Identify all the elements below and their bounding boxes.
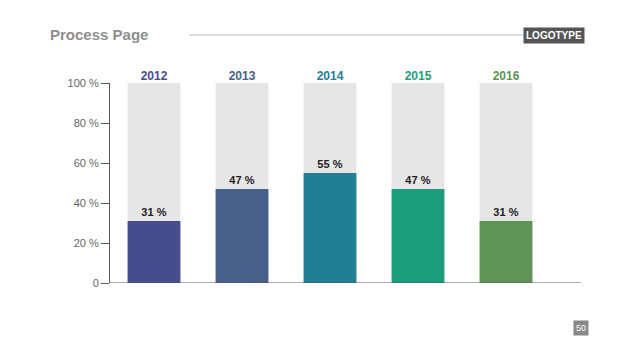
svg-text:50: 50 [576, 323, 586, 333]
svg-text:2014: 2014 [317, 69, 344, 83]
svg-text:80 %: 80 % [74, 117, 99, 129]
svg-text:2015: 2015 [405, 69, 432, 83]
svg-text:55 %: 55 % [317, 158, 342, 170]
svg-text:100 %: 100 % [68, 77, 99, 89]
svg-text:2016: 2016 [493, 69, 520, 83]
svg-text:2012: 2012 [141, 69, 168, 83]
svg-text:2013: 2013 [229, 69, 256, 83]
svg-text:31 %: 31 % [493, 206, 518, 218]
svg-text:60 %: 60 % [74, 157, 99, 169]
svg-text:0: 0 [93, 277, 99, 289]
svg-text:47 %: 47 % [229, 174, 254, 186]
svg-text:31 %: 31 % [141, 206, 166, 218]
svg-text:40 %: 40 % [74, 197, 99, 209]
svg-text:20 %: 20 % [74, 237, 99, 249]
svg-text:47 %: 47 % [405, 174, 430, 186]
svg-text:LOGOTYPE: LOGOTYPE [526, 30, 582, 41]
svg-text:Process Page: Process Page [50, 26, 148, 43]
